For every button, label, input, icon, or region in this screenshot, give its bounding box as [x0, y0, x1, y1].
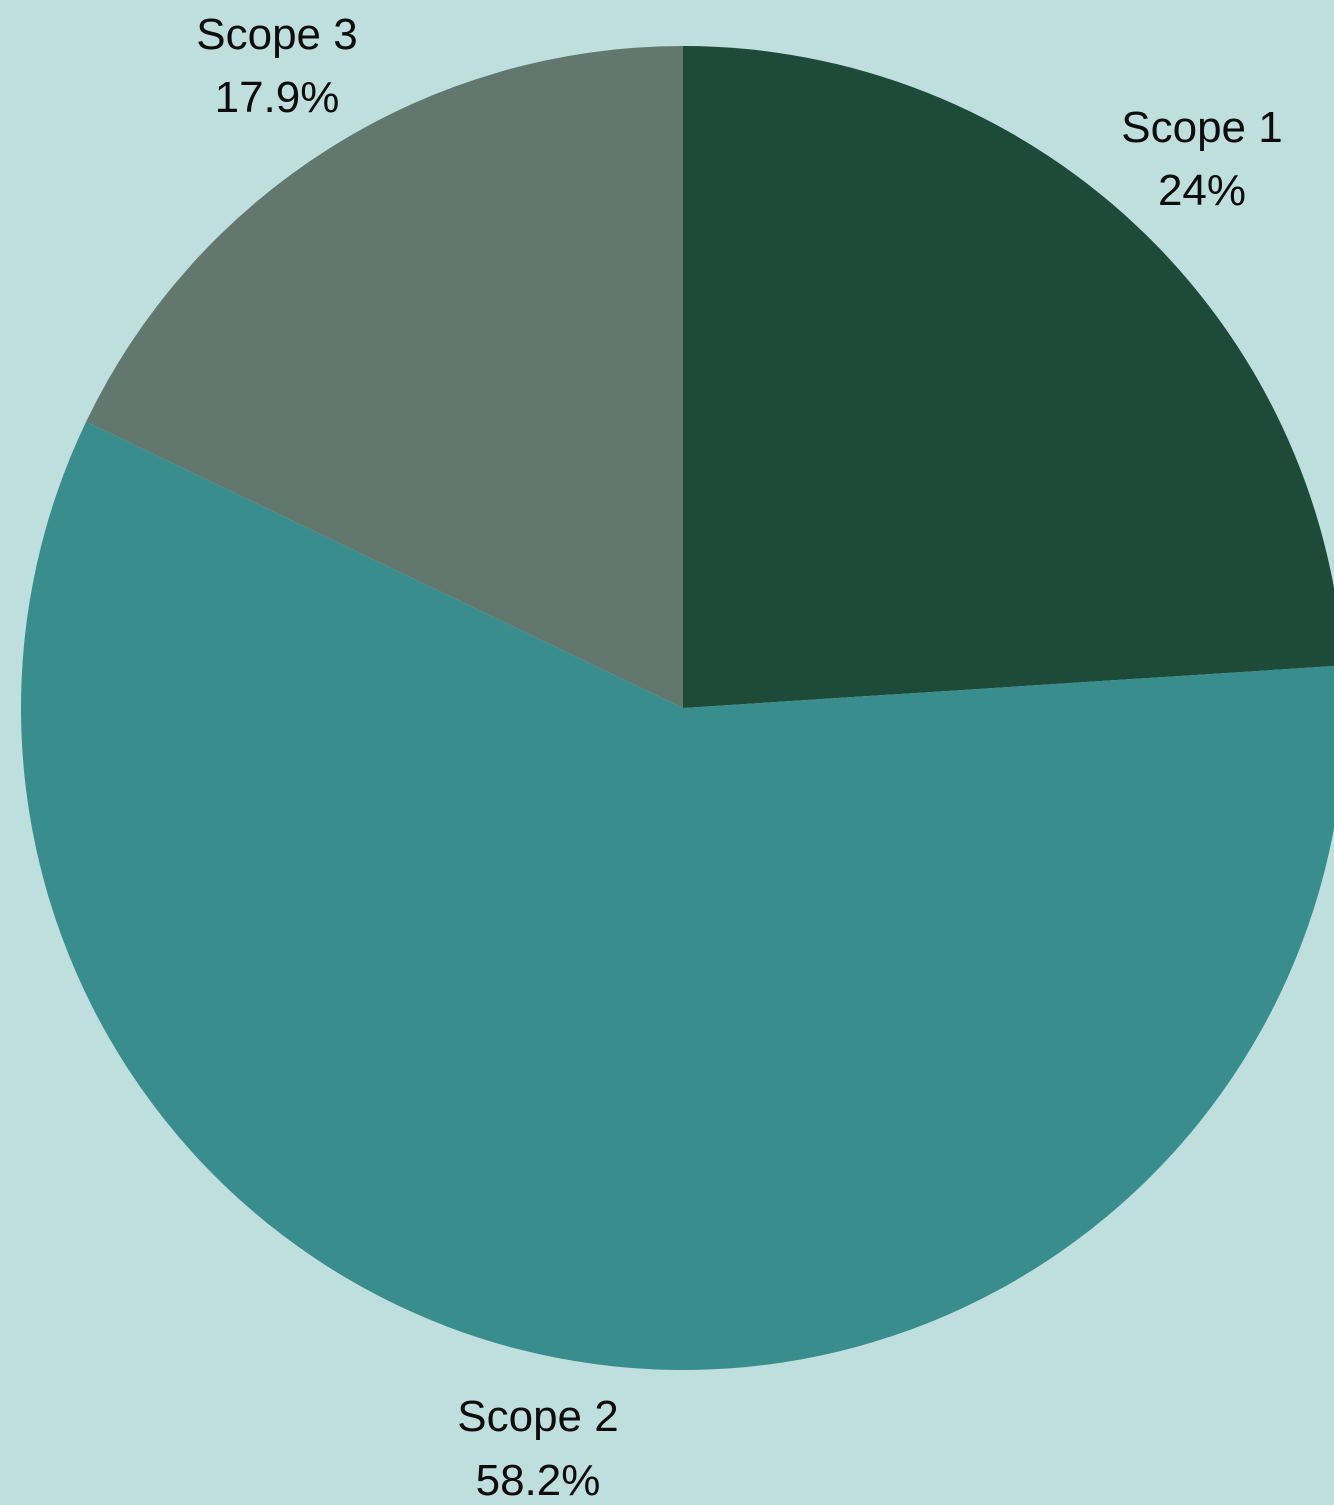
slice-value-label: 24% [1158, 166, 1246, 215]
slice-name-label: Scope 2 [457, 1392, 618, 1441]
slice-name-label: Scope 3 [196, 10, 357, 59]
pie-slice-scope-1 [683, 46, 1334, 708]
pie-slices [21, 46, 1334, 1370]
pie-labels: Scope 1 24% Scope 2 58.2% Scope 3 17.9% [196, 10, 1282, 1505]
pie-slice-scope-2 [21, 421, 1334, 1370]
slice-value-label: 17.9% [215, 73, 340, 122]
pie-slice-scope-3 [86, 46, 684, 708]
slice-value-label: 58.2% [476, 1456, 601, 1505]
slice-name-label: Scope 1 [1121, 103, 1282, 152]
